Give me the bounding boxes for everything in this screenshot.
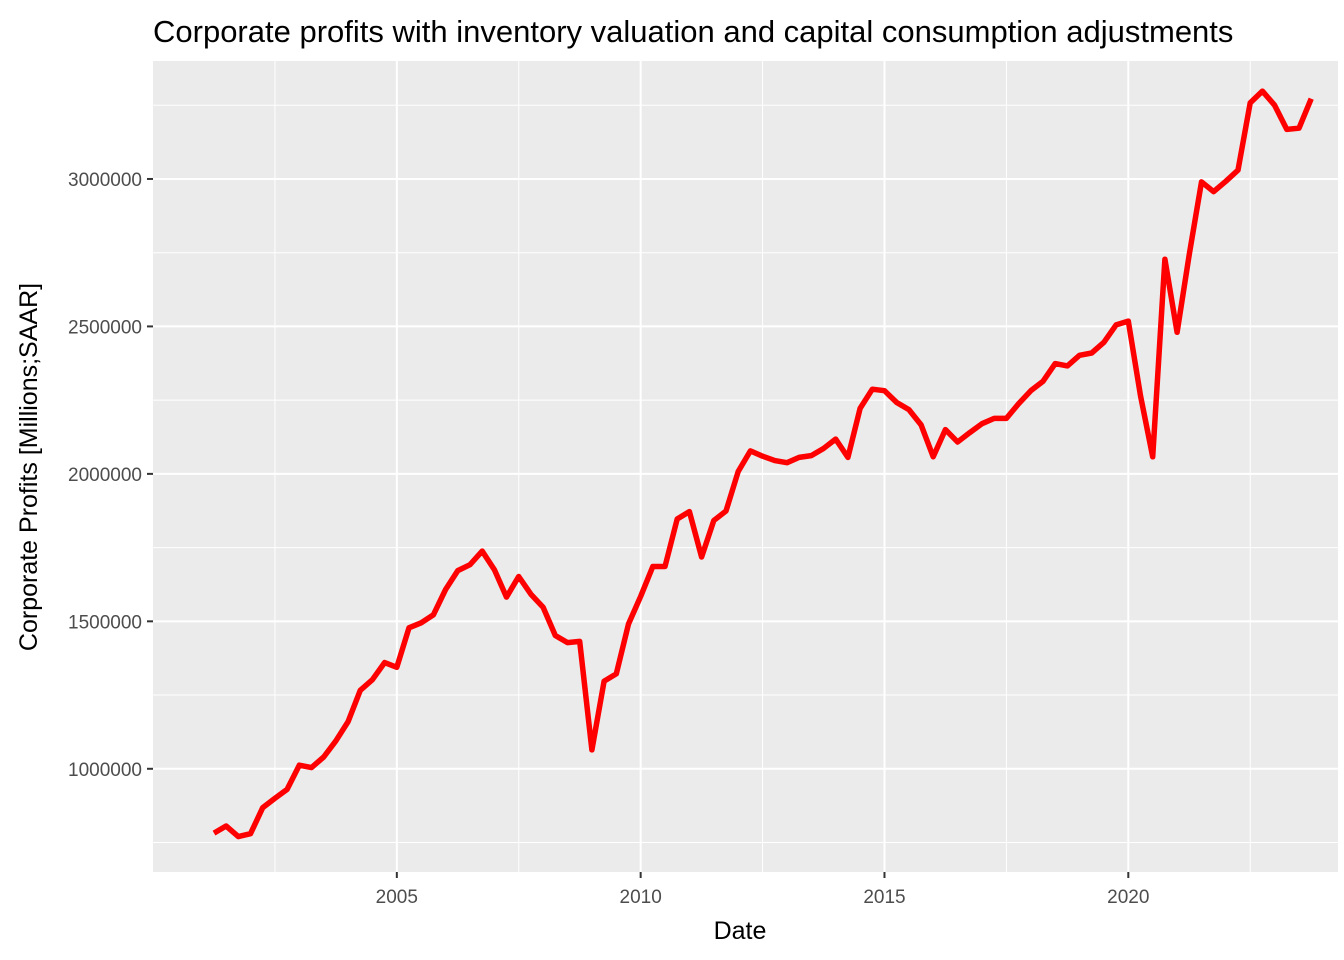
plot-panel xyxy=(153,61,1338,872)
x-tick-label-2020: 2020 xyxy=(1107,887,1149,908)
chart-title: Corporate profits with inventory valuati… xyxy=(153,14,1233,49)
y-tick-label-1500000: 1500000 xyxy=(68,612,142,633)
y-axis: 1000000 1500000 2000000 2500000 3000000 xyxy=(68,170,153,781)
y-axis-title: Corporate Profits [Millions;SAAR] xyxy=(15,283,43,651)
major-gridlines xyxy=(153,61,1338,872)
x-tick-label-2005: 2005 xyxy=(376,887,418,908)
y-tick-label-1000000: 1000000 xyxy=(68,760,142,781)
x-tick-label-2010: 2010 xyxy=(620,887,662,908)
x-axis: 2005 2010 2015 2020 xyxy=(376,872,1149,908)
y-tick-label-2500000: 2500000 xyxy=(68,317,142,338)
x-tick-label-2015: 2015 xyxy=(863,887,905,908)
y-tick-label-2000000: 2000000 xyxy=(68,465,142,486)
y-tick-label-3000000: 3000000 xyxy=(68,170,142,191)
x-axis-title: Date xyxy=(714,917,767,945)
series-line-corporate-profits xyxy=(212,88,1314,840)
